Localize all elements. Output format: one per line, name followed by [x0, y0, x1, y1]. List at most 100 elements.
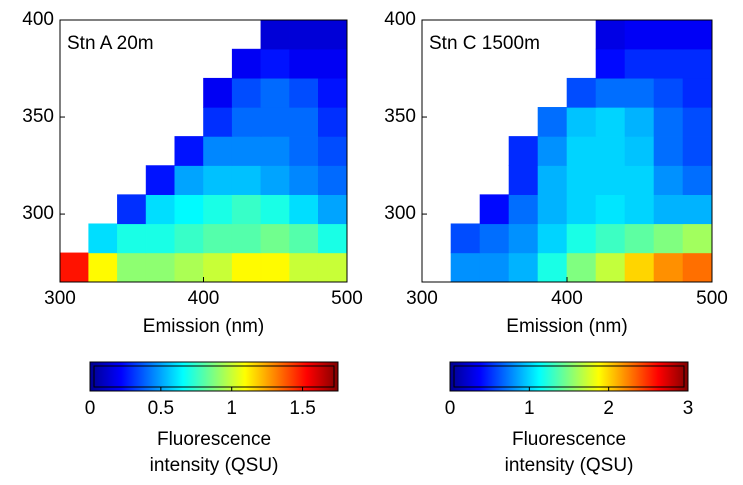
contour-cell	[682, 165, 713, 195]
x-tick-label: 500	[331, 288, 363, 309]
contour-cell	[117, 252, 147, 283]
colorbar-label: Fluorescence	[512, 429, 626, 450]
contour-cell	[624, 165, 655, 195]
contour-cell	[317, 77, 348, 108]
x-axis-label: Emission (nm)	[143, 316, 264, 337]
contour-cell	[682, 77, 713, 108]
contour-cell	[203, 252, 233, 283]
contour-cell	[624, 223, 655, 254]
contour-cell	[508, 223, 539, 254]
contour-cell	[479, 252, 510, 283]
contour-cell	[595, 77, 626, 108]
x-tick-label: 300	[44, 288, 76, 309]
contour-cell	[289, 194, 319, 225]
contour-cell	[260, 136, 290, 166]
contour-cell	[260, 223, 290, 254]
contour-cell	[317, 194, 348, 225]
contour-cell	[317, 136, 348, 166]
contour-cell	[595, 252, 626, 283]
contour-cell	[595, 136, 626, 166]
contour-cell	[317, 107, 348, 137]
contour-cell	[682, 48, 713, 79]
contour-cell	[88, 252, 118, 283]
contour-cell	[289, 252, 319, 283]
colorbar-label: intensity (QSU)	[505, 455, 634, 476]
contour-cell	[203, 107, 233, 137]
contour-cell	[260, 165, 290, 195]
contour-cell	[260, 194, 290, 225]
x-axis-label: Emission (nm)	[506, 316, 627, 337]
contour-cell	[624, 77, 655, 108]
contour-cell	[145, 252, 176, 283]
contour-cell	[231, 165, 262, 195]
contour-cell	[203, 194, 233, 225]
colorbar-tick-label: 1.5	[289, 398, 315, 419]
contour-cell	[653, 223, 684, 254]
contour-cell	[317, 19, 348, 50]
contour-cell	[260, 252, 290, 283]
contour-cell	[653, 107, 684, 137]
contour-cell	[595, 107, 626, 137]
contour-cell	[624, 194, 655, 225]
x-tick-label: 300	[406, 288, 438, 309]
contour-cell	[479, 223, 510, 254]
contour-cell	[203, 223, 233, 254]
contour-cell	[624, 252, 655, 283]
contour-cell	[624, 136, 655, 166]
contour-cell	[508, 136, 539, 166]
contour-cell	[595, 194, 626, 225]
contour-cell	[566, 107, 597, 137]
contour-cell	[653, 165, 684, 195]
contour-cell	[566, 252, 597, 283]
contour-cell	[682, 107, 713, 137]
colorbar	[449, 361, 689, 392]
contour-cell	[289, 165, 319, 195]
contour-cell	[174, 194, 204, 225]
annotation: Stn C 1500m	[429, 33, 540, 54]
contour-cell	[317, 48, 348, 79]
contour-cell	[174, 223, 204, 254]
contour-cell	[508, 194, 539, 225]
contour-cell	[537, 165, 568, 195]
contour-cell	[231, 194, 262, 225]
contour-cell	[566, 194, 597, 225]
contour-cell	[653, 252, 684, 283]
contour-cell	[537, 223, 568, 254]
contour-cell	[88, 223, 118, 254]
colorbar	[89, 361, 339, 392]
contour-cell	[595, 165, 626, 195]
colorbar-inner-frame	[93, 365, 335, 388]
colorbar-tick-label: 1	[524, 398, 535, 419]
contour-cell	[682, 194, 713, 225]
contour-cell	[289, 223, 319, 254]
contour-cell	[231, 223, 262, 254]
contour-cell	[566, 136, 597, 166]
contour-cell	[174, 136, 204, 166]
contour-cell	[682, 19, 713, 50]
y-tick-label: 400	[22, 9, 54, 30]
contour-cell	[537, 107, 568, 137]
contour-cell	[231, 107, 262, 137]
contour-cell	[479, 194, 510, 225]
contour-cell	[59, 252, 90, 283]
contour-cell	[566, 77, 597, 108]
contour-cell	[653, 77, 684, 108]
contour-cell	[595, 19, 626, 50]
y-tick-label: 400	[384, 9, 416, 30]
colorbar-tick-label: 1	[226, 398, 237, 419]
contour-cell	[289, 136, 319, 166]
contour-cell	[231, 77, 262, 108]
contour-cell	[566, 223, 597, 254]
y-tick-label: 350	[22, 106, 54, 127]
contour-cell	[317, 252, 348, 283]
contour-cell	[653, 194, 684, 225]
contour-cell	[595, 223, 626, 254]
contour-cell	[260, 19, 290, 50]
contour-cell	[624, 19, 655, 50]
contour-cell	[682, 223, 713, 254]
contour-cell	[145, 165, 176, 195]
contour-cell	[203, 136, 233, 166]
x-tick-label: 500	[696, 288, 728, 309]
contour-cell	[537, 136, 568, 166]
contour-cell	[450, 252, 481, 283]
